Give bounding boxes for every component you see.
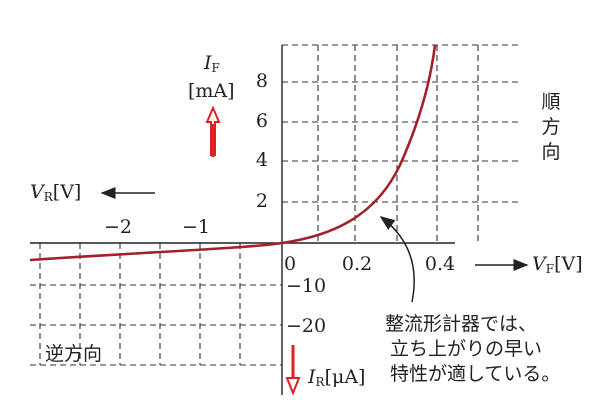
symbol: V [30, 181, 46, 203]
iv-curve [29, 44, 437, 262]
annotation-line: 立ち上がりの早い [390, 338, 542, 360]
reverse-voltage-label: VR[V] [30, 181, 81, 204]
subscript: R [44, 190, 54, 204]
unit: [V] [554, 253, 583, 275]
y-tick-label: 6 [256, 110, 268, 132]
forward-current-unit: [mA] [188, 80, 235, 102]
symbol: V [532, 253, 548, 275]
forward-direction-char: 向 [541, 141, 560, 163]
subscript: F [546, 262, 554, 276]
x-tick-label: −2 [104, 216, 132, 238]
x-tick-label: 0.2 [342, 253, 372, 275]
subscript: F [212, 61, 220, 75]
y-tick-label: −20 [286, 315, 326, 337]
x-tick-label: 0 [284, 253, 296, 275]
annotation-line: 特性が適している。 [390, 363, 560, 385]
reverse-current-label: IR[μA] [307, 366, 365, 389]
x-tick-label: −1 [182, 216, 210, 238]
y-tick-label: 2 [256, 190, 268, 212]
forward-grid [282, 44, 520, 243]
unit: [V] [53, 181, 82, 203]
subscript: R [316, 375, 326, 389]
forward-direction-char: 順 [541, 91, 560, 113]
reverse-arrow [285, 377, 301, 396]
y-tick-label: 4 [256, 149, 268, 171]
symbol: I [203, 52, 212, 74]
forward-voltage-label: VF[V] [532, 253, 583, 276]
y-tick-label: −10 [286, 275, 326, 297]
annotation-arrow [379, 216, 415, 303]
annotation-line: 整流形計器では、 [385, 313, 537, 335]
symbol: I [307, 366, 316, 388]
y-tick-label: 8 [256, 70, 268, 92]
forward-current-label: IF [203, 52, 220, 75]
reverse-grid [30, 243, 282, 366]
x-tick-label: 0.4 [425, 253, 455, 275]
unit: [μA] [325, 366, 366, 388]
reverse-direction: 逆方向 [45, 343, 102, 365]
forward-direction-char: 方 [541, 116, 560, 138]
